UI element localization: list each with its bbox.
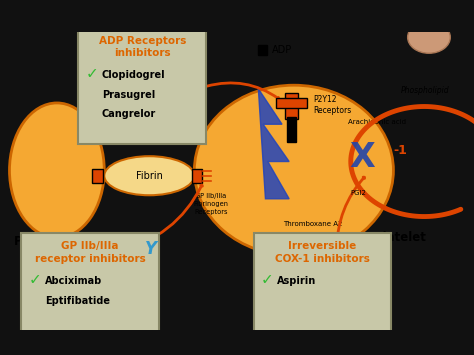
FancyBboxPatch shape bbox=[92, 169, 103, 183]
Polygon shape bbox=[258, 89, 289, 199]
Text: Cangrelor: Cangrelor bbox=[102, 109, 156, 119]
FancyBboxPatch shape bbox=[192, 169, 202, 183]
Text: ✓: ✓ bbox=[261, 272, 273, 287]
Text: Eptifibatide: Eptifibatide bbox=[45, 296, 110, 306]
Text: -1: -1 bbox=[393, 144, 407, 157]
Text: Prasugrel: Prasugrel bbox=[102, 90, 155, 100]
Text: X: X bbox=[350, 142, 375, 174]
FancyBboxPatch shape bbox=[258, 45, 267, 55]
Text: ✓: ✓ bbox=[85, 66, 98, 81]
Text: Abciximab: Abciximab bbox=[45, 276, 102, 286]
FancyBboxPatch shape bbox=[285, 93, 298, 119]
Text: Platelet: Platelet bbox=[374, 231, 426, 244]
Text: Thromboxane A2: Thromboxane A2 bbox=[283, 221, 343, 226]
Circle shape bbox=[408, 21, 450, 53]
Text: ADP Receptors
inhibitors: ADP Receptors inhibitors bbox=[99, 36, 186, 58]
Text: Platelet: Platelet bbox=[14, 235, 66, 248]
Text: Irreversible
COX-1 inhibitors: Irreversible COX-1 inhibitors bbox=[275, 241, 370, 264]
Text: Arachidonic acid: Arachidonic acid bbox=[348, 120, 406, 125]
Text: Clopidogrel: Clopidogrel bbox=[102, 70, 165, 80]
FancyBboxPatch shape bbox=[276, 98, 307, 108]
Text: Y: Y bbox=[145, 240, 156, 258]
FancyBboxPatch shape bbox=[21, 233, 159, 343]
Text: Aspirin: Aspirin bbox=[277, 276, 317, 286]
Text: GP IIb/IIIa
receptor inhibitors: GP IIb/IIIa receptor inhibitors bbox=[35, 241, 146, 264]
Ellipse shape bbox=[104, 156, 194, 195]
Ellipse shape bbox=[9, 103, 104, 238]
Text: P2Y12
Receptors: P2Y12 Receptors bbox=[313, 95, 351, 115]
Text: Phospholipid: Phospholipid bbox=[401, 86, 449, 95]
FancyBboxPatch shape bbox=[287, 117, 296, 142]
FancyBboxPatch shape bbox=[78, 27, 206, 144]
Text: PGI2: PGI2 bbox=[350, 191, 366, 196]
Text: ✓: ✓ bbox=[28, 272, 41, 287]
Text: Fibrin: Fibrin bbox=[136, 171, 163, 181]
Ellipse shape bbox=[194, 85, 393, 256]
FancyBboxPatch shape bbox=[254, 233, 391, 343]
Text: ADP: ADP bbox=[272, 45, 292, 55]
Text: GP IIb/IIIa
Fibrinogen
Receptors: GP IIb/IIIa Fibrinogen Receptors bbox=[193, 193, 228, 215]
